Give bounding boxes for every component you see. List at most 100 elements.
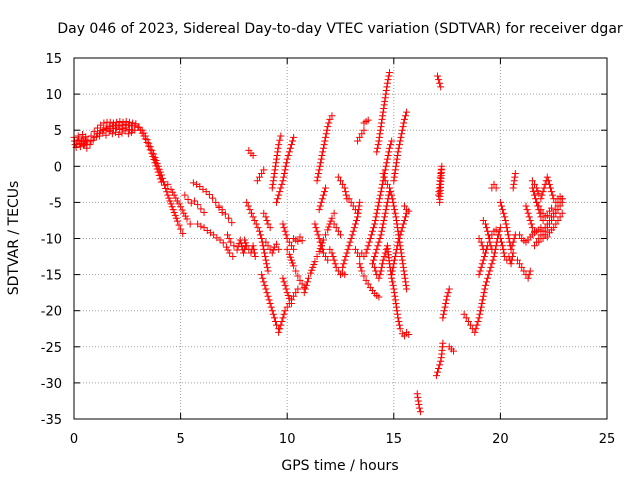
data-point-marker bbox=[435, 364, 443, 372]
data-point-marker bbox=[271, 166, 279, 174]
data-point-marker bbox=[273, 155, 281, 163]
data-point-marker bbox=[329, 253, 337, 261]
data-point-marker bbox=[392, 162, 400, 170]
data-point-marker bbox=[400, 267, 408, 275]
data-point-marker bbox=[301, 285, 309, 293]
data-point-marker bbox=[326, 245, 334, 253]
data-point-marker bbox=[317, 155, 325, 163]
data-point-marker bbox=[497, 202, 505, 210]
data-point-marker bbox=[155, 165, 163, 173]
data-point-marker bbox=[467, 321, 475, 329]
data-point-marker bbox=[400, 271, 408, 279]
data-point-marker bbox=[477, 307, 485, 315]
data-point-marker bbox=[477, 303, 485, 311]
data-point-marker bbox=[382, 90, 390, 98]
data-point-marker bbox=[172, 214, 180, 222]
data-point-marker bbox=[264, 242, 272, 250]
data-point-marker bbox=[398, 253, 406, 261]
data-point-marker bbox=[513, 256, 521, 264]
data-point-marker bbox=[157, 171, 165, 179]
data-point-marker bbox=[528, 224, 536, 232]
data-point-marker bbox=[276, 188, 284, 196]
data-point-marker bbox=[394, 314, 402, 322]
data-point-marker bbox=[255, 173, 263, 181]
data-point-marker bbox=[365, 238, 373, 246]
data-point-marker bbox=[527, 220, 535, 228]
data-point-marker bbox=[379, 220, 387, 228]
data-point-marker bbox=[531, 191, 539, 199]
data-point-marker bbox=[325, 119, 333, 127]
data-point-marker bbox=[224, 231, 232, 239]
data-point-marker bbox=[161, 181, 169, 189]
data-point-marker bbox=[376, 191, 384, 199]
data-point-marker bbox=[364, 116, 372, 124]
data-point-marker bbox=[394, 151, 402, 159]
data-point-marker bbox=[491, 249, 499, 257]
data-point-marker bbox=[259, 274, 267, 282]
data-point-marker bbox=[341, 184, 349, 192]
data-point-marker bbox=[381, 166, 389, 174]
data-point-marker bbox=[241, 236, 249, 244]
data-point-marker bbox=[379, 108, 387, 116]
data-point-marker bbox=[435, 76, 443, 84]
data-point-marker bbox=[383, 155, 391, 163]
data-point-marker bbox=[383, 79, 391, 87]
data-point-marker bbox=[314, 231, 322, 239]
data-point-marker bbox=[371, 263, 379, 271]
data-point-marker bbox=[432, 372, 440, 380]
data-point-marker bbox=[354, 209, 362, 217]
data-point-marker bbox=[332, 263, 340, 271]
data-point-marker bbox=[507, 245, 515, 253]
data-point-marker bbox=[395, 321, 403, 329]
data-point-marker bbox=[289, 259, 297, 267]
data-point-marker bbox=[222, 243, 230, 251]
data-point-marker bbox=[190, 197, 198, 205]
data-point-marker bbox=[280, 224, 288, 232]
data-point-marker bbox=[179, 229, 187, 237]
data-point-marker bbox=[322, 130, 330, 138]
x-tick-label: 15 bbox=[386, 432, 403, 447]
data-point-marker bbox=[262, 256, 270, 264]
data-point-marker bbox=[275, 141, 283, 149]
data-point-marker bbox=[384, 151, 392, 159]
data-point-marker bbox=[108, 122, 116, 130]
data-point-marker bbox=[83, 144, 91, 152]
data-point-marker bbox=[368, 260, 376, 268]
data-point-marker bbox=[347, 235, 355, 242]
data-point-marker bbox=[138, 126, 146, 134]
data-point-marker bbox=[496, 224, 504, 232]
data-point-marker bbox=[313, 253, 321, 261]
x-tick-label: 25 bbox=[599, 432, 616, 447]
data-point-marker bbox=[273, 151, 281, 159]
data-point-marker bbox=[394, 238, 402, 246]
data-point-marker bbox=[224, 246, 232, 254]
data-point-marker bbox=[523, 206, 531, 214]
data-point-marker bbox=[548, 204, 556, 212]
data-point-marker bbox=[212, 198, 220, 206]
data-point-marker bbox=[372, 213, 380, 221]
data-point-marker bbox=[373, 245, 381, 253]
data-point-marker bbox=[437, 357, 445, 365]
data-point-marker bbox=[393, 242, 401, 250]
data-point-marker bbox=[443, 292, 451, 300]
axis-ticks bbox=[73, 57, 608, 420]
data-point-marker bbox=[398, 224, 406, 232]
data-point-marker bbox=[328, 112, 336, 120]
data-point-marker bbox=[376, 126, 384, 134]
data-point-marker bbox=[382, 86, 390, 94]
data-point-marker bbox=[322, 133, 330, 141]
data-point-marker bbox=[392, 303, 400, 311]
data-point-marker bbox=[445, 285, 453, 293]
data-point-marker bbox=[370, 256, 378, 264]
data-point-marker bbox=[533, 184, 541, 192]
data-point-marker bbox=[351, 206, 359, 214]
data-point-marker bbox=[375, 137, 383, 145]
data-point-marker bbox=[391, 170, 399, 178]
data-point-marker bbox=[149, 150, 157, 158]
data-point-marker bbox=[116, 125, 124, 133]
data-point-marker bbox=[325, 223, 333, 231]
data-point-marker bbox=[324, 226, 332, 234]
data-point-marker bbox=[154, 162, 162, 170]
data-point-marker bbox=[386, 184, 394, 192]
